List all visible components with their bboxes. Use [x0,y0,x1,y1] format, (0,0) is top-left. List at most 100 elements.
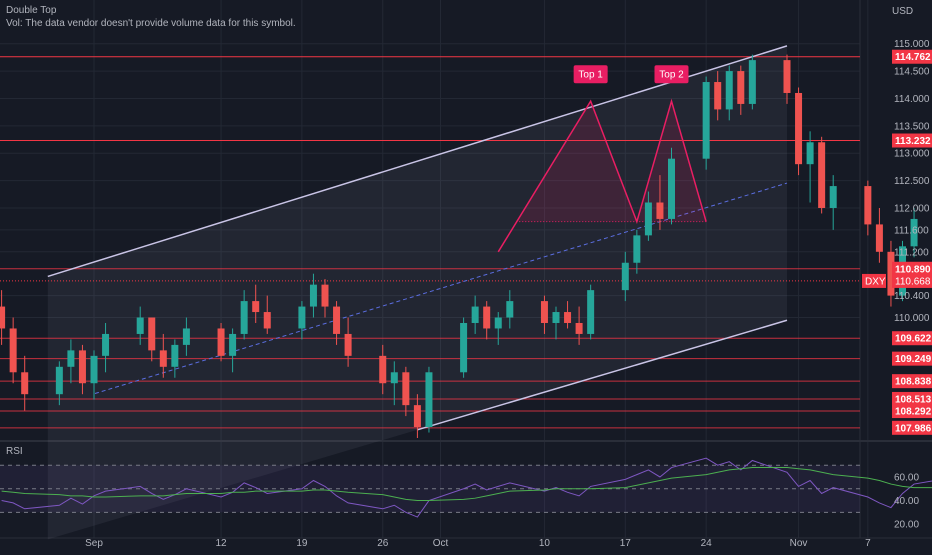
time-tick-label: 19 [296,538,308,549]
candle-body [552,312,560,323]
time-tick-label: 24 [701,538,713,549]
rsi-tick-label: 40.00 [894,496,919,507]
candle-body [67,350,75,367]
time-axis[interactable]: Sep 12 19 26 Oct 10 17 24 Nov 7 [85,538,871,549]
price-tick-label: 114.000 [894,94,930,105]
candle-body [540,301,548,323]
channel-fill [47,45,788,540]
time-tick-label: 7 [865,538,871,549]
candle-body [148,317,156,351]
level-price-label: 110.890 [895,264,931,275]
candle-body [621,262,629,291]
candle-body [102,333,110,356]
symbol-tag-label: DXY [865,276,886,287]
candle-body [333,306,341,334]
candle-body [494,317,502,329]
price-tick-label: 113.500 [894,121,930,132]
candle-body [90,355,98,384]
candle-body [229,333,237,356]
rsi-line [1,457,932,518]
candle-body [714,82,722,110]
candle-body [379,355,387,384]
level-price-tag[interactable] [892,420,932,435]
level-price-label: 109.622 [895,334,932,345]
level-price-tag[interactable] [892,374,932,389]
annotation-text: Top 1 [578,70,603,81]
candle-body [460,322,468,373]
last-price-tag[interactable] [892,273,932,288]
candle-body [818,142,826,208]
candle-body [402,372,410,406]
candle-body [390,372,398,384]
level-price-label: 113.232 [895,136,931,147]
level-price-tag[interactable] [892,133,932,148]
price-tick-label: 112.500 [894,176,930,187]
candle-body [702,82,710,159]
candle-body [78,350,86,384]
top-1-label[interactable] [573,65,608,84]
candles [0,54,918,438]
candle-body [795,92,803,165]
time-tick-label: Oct [433,538,449,549]
candle-body [298,306,306,329]
candle-body [656,202,664,219]
candle-body [910,218,918,247]
candle-body [471,306,479,323]
rsi-tick-label: 60.00 [894,472,919,483]
time-tick-label: Nov [790,538,808,549]
top-2-label[interactable] [654,65,689,84]
price-tick-label: 112.000 [894,203,930,214]
candle-body [217,328,225,356]
channel-lower-line[interactable] [417,319,788,431]
candle-body [21,372,29,395]
time-tick-label: 10 [539,538,551,549]
candle-body [321,284,329,307]
price-tick-label: 110.400 [894,291,930,302]
candle-body [506,301,514,318]
candle-body [182,328,190,345]
candle-body [875,224,883,252]
level-price-tag[interactable] [892,351,932,366]
double-top-pattern[interactable] [497,98,707,253]
price-tick-label: 115.000 [894,39,930,50]
candle-body [240,301,248,334]
rsi-label: RSI [6,446,23,457]
price-tick-label: 111.200 [894,247,929,258]
candle-body [413,405,421,428]
candle-body [829,186,837,208]
candle-body [483,306,491,329]
candle-body [344,333,352,356]
price-axis[interactable]: USD 115.000 114.500 114.000 113.500 113.000 11… [862,6,932,531]
candle-body [159,350,167,367]
level-price-label: 114.762 [895,52,931,63]
level-price-tag[interactable] [892,49,932,64]
candle-body [887,251,895,296]
level-price-tag[interactable] [892,331,932,346]
level-price-label: 109.249 [895,354,932,365]
channel-upper-line[interactable] [47,45,788,278]
annotations[interactable]: Top 1 Top 2 [573,65,689,84]
symbol-tag[interactable] [862,273,886,288]
candle-body [864,186,872,225]
candle-body [783,60,791,93]
time-tick-label: 26 [377,538,389,549]
rsi-ma-line [1,467,932,502]
level-price-tag[interactable] [892,391,932,406]
level-price-label: 108.838 [895,377,932,388]
candle-body [309,284,317,307]
candle-body [252,301,260,313]
candle-body [136,317,144,334]
rsi-pane [0,457,932,518]
level-price-tag[interactable] [892,404,932,419]
price-tick-label: 111.600 [894,225,929,236]
price-tick-label: 110.000 [894,313,930,324]
rsi-tick-label: 20.00 [894,520,919,531]
candle-body [748,60,756,104]
level-price-tag[interactable] [892,261,932,276]
candle-body [806,142,814,165]
time-tick-label: 12 [215,538,227,549]
time-tick-label: Sep [85,538,103,549]
